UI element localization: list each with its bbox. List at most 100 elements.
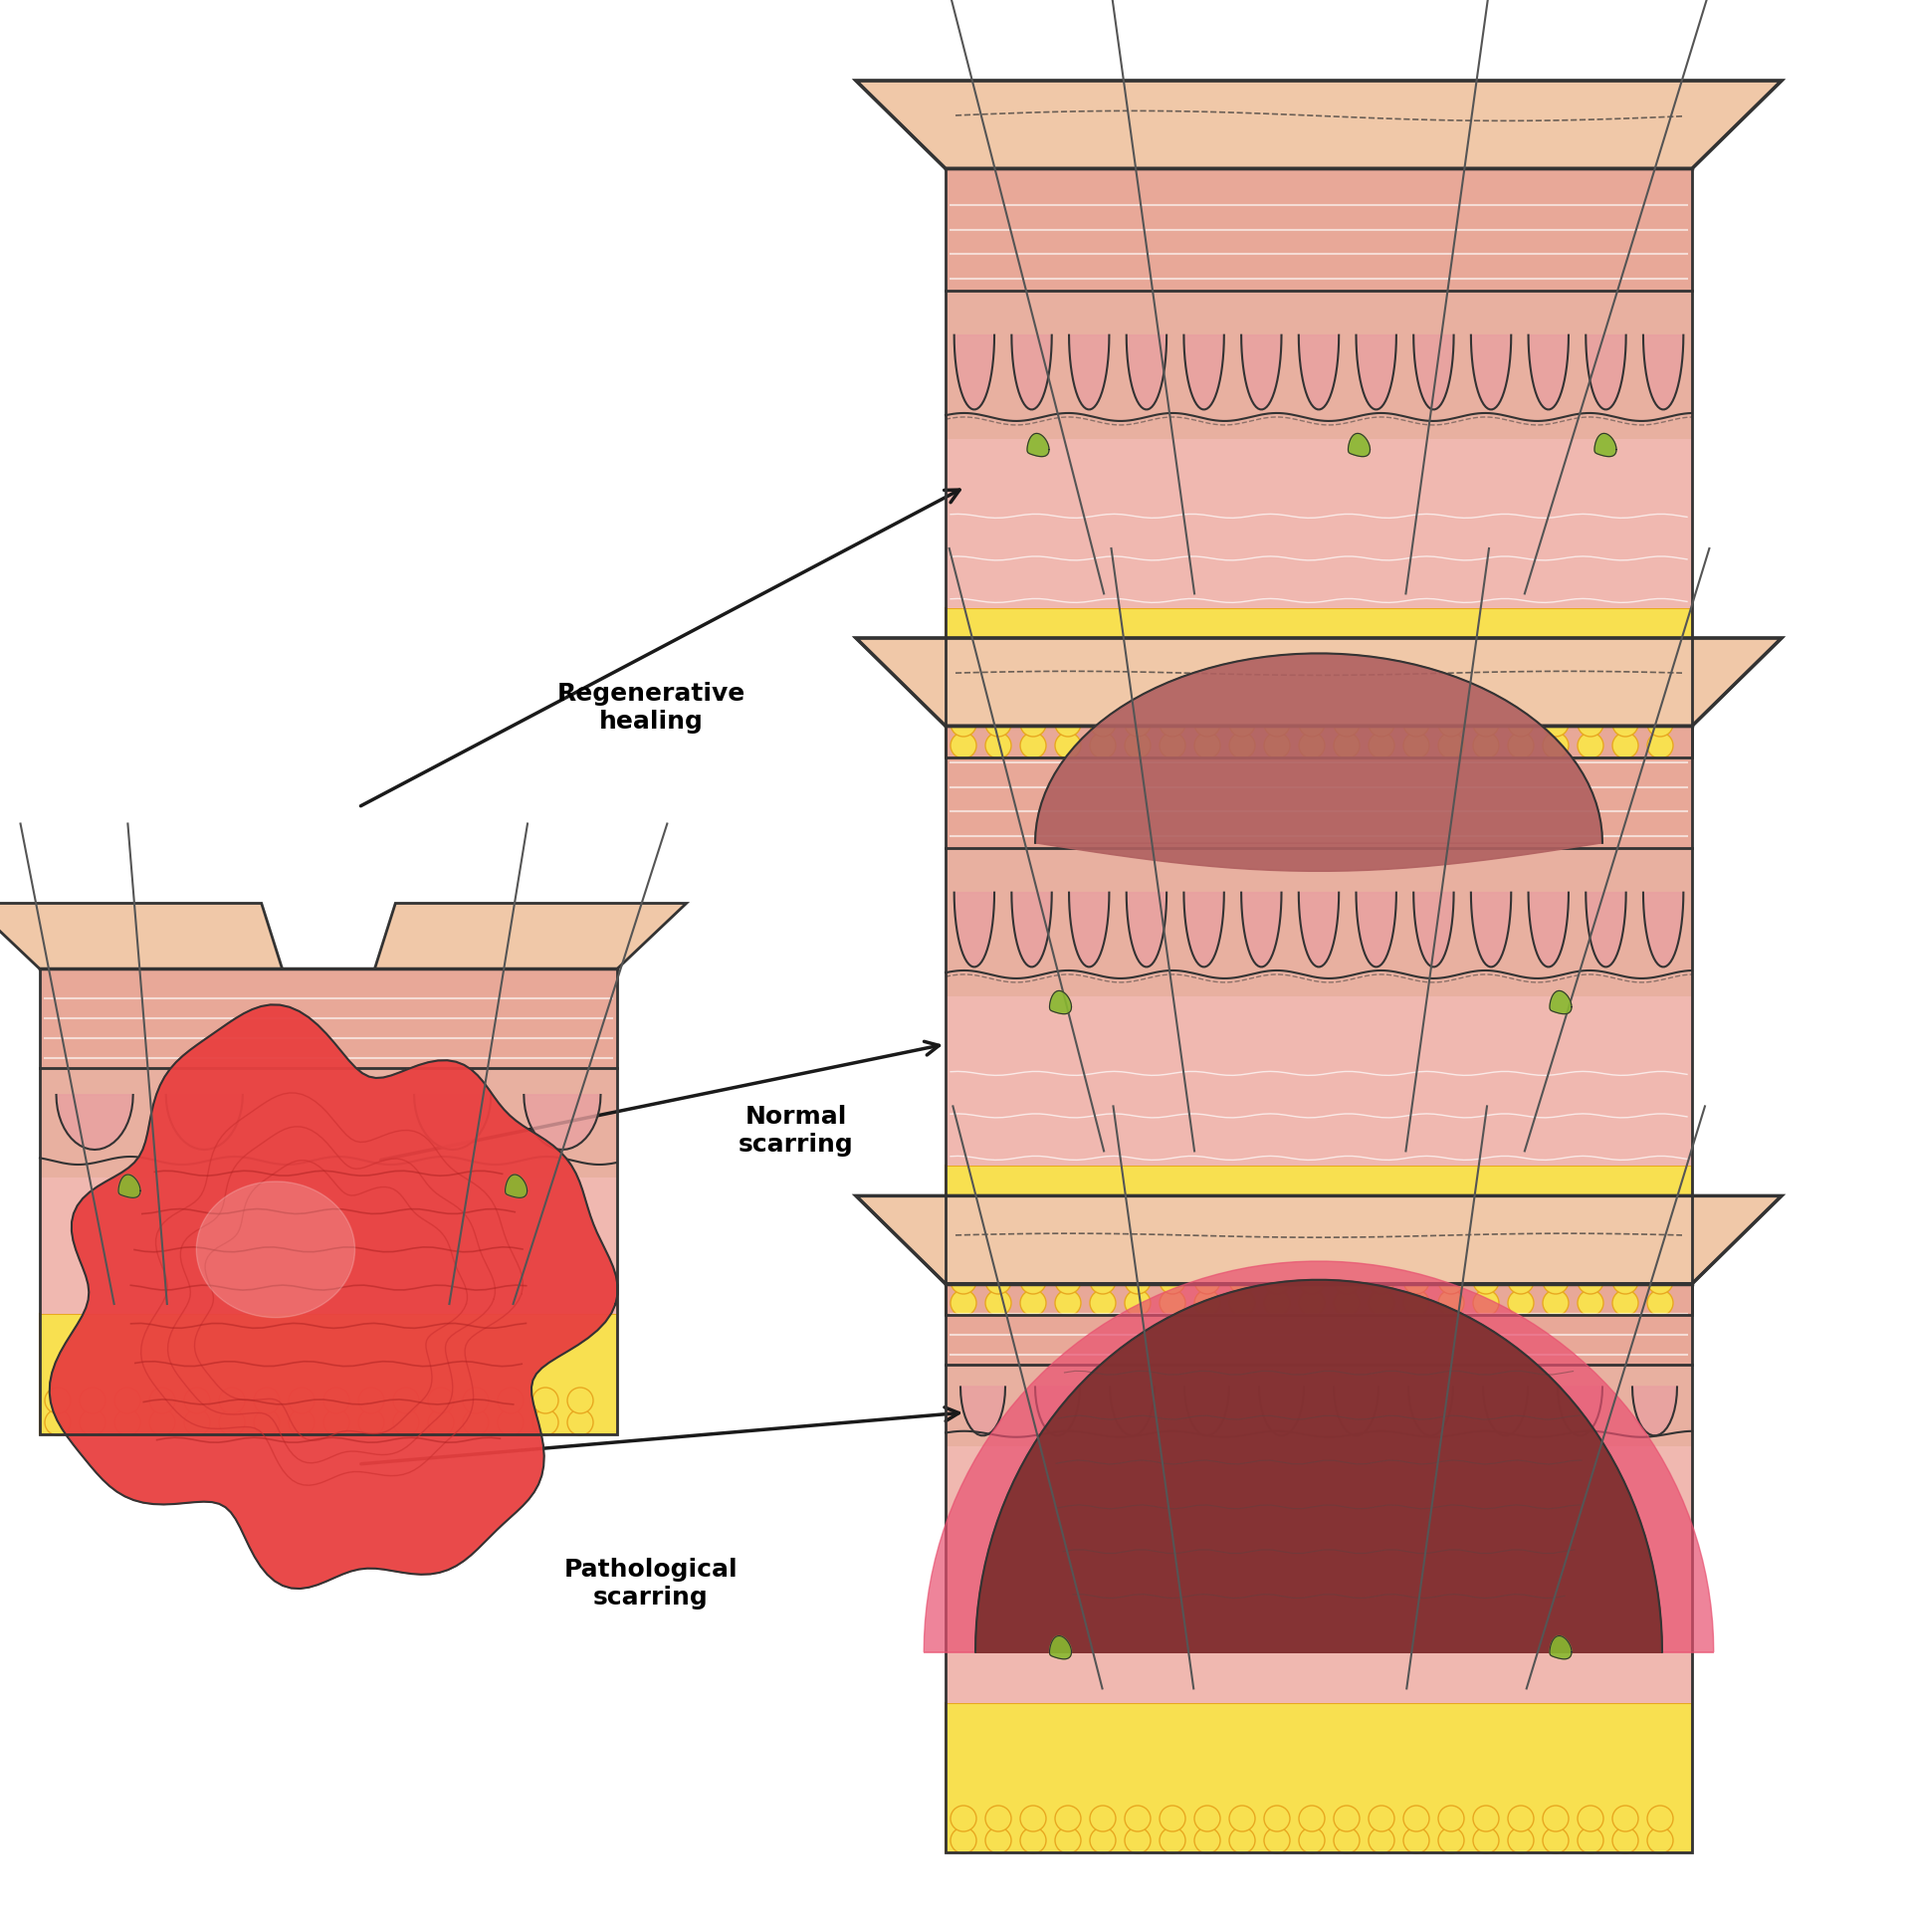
Polygon shape xyxy=(1036,1387,1080,1435)
Polygon shape xyxy=(960,1387,1006,1435)
Polygon shape xyxy=(197,1182,355,1318)
Bar xyxy=(946,290,1692,439)
Circle shape xyxy=(1263,1267,1290,1294)
Circle shape xyxy=(1473,1828,1500,1853)
Polygon shape xyxy=(975,1279,1662,1652)
Circle shape xyxy=(1647,732,1673,759)
Bar xyxy=(946,997,1692,1167)
Circle shape xyxy=(324,1410,349,1435)
Polygon shape xyxy=(1242,334,1282,410)
Circle shape xyxy=(1089,1267,1116,1294)
Polygon shape xyxy=(857,638,1782,726)
Circle shape xyxy=(1612,711,1639,736)
Circle shape xyxy=(464,1387,488,1414)
Circle shape xyxy=(1194,1828,1221,1853)
Circle shape xyxy=(1439,1828,1463,1853)
Polygon shape xyxy=(1068,893,1109,966)
Circle shape xyxy=(1160,1828,1185,1853)
Circle shape xyxy=(1334,1267,1360,1294)
Circle shape xyxy=(149,1387,176,1414)
Polygon shape xyxy=(55,1095,134,1150)
Circle shape xyxy=(1647,1291,1673,1316)
Circle shape xyxy=(1160,1291,1185,1316)
Polygon shape xyxy=(1011,893,1051,966)
Bar xyxy=(946,1704,1692,1853)
Circle shape xyxy=(1055,711,1082,736)
Polygon shape xyxy=(1528,334,1568,410)
Circle shape xyxy=(1473,1291,1500,1316)
Circle shape xyxy=(1194,1291,1221,1316)
Circle shape xyxy=(1229,711,1255,736)
Polygon shape xyxy=(1414,334,1454,410)
Circle shape xyxy=(219,1387,244,1414)
Polygon shape xyxy=(1110,1387,1154,1435)
Polygon shape xyxy=(1049,991,1072,1014)
Circle shape xyxy=(1229,1267,1255,1294)
Circle shape xyxy=(80,1387,105,1414)
Circle shape xyxy=(985,732,1011,759)
Circle shape xyxy=(1368,1806,1395,1832)
Bar xyxy=(946,1366,1692,1447)
Bar xyxy=(946,1167,1692,1316)
Polygon shape xyxy=(414,1095,490,1150)
Circle shape xyxy=(1124,711,1151,736)
Circle shape xyxy=(1473,1267,1500,1294)
Circle shape xyxy=(1507,711,1534,736)
Text: Normal
scarring: Normal scarring xyxy=(738,1105,855,1157)
Polygon shape xyxy=(1586,893,1626,966)
Polygon shape xyxy=(1528,893,1568,966)
Circle shape xyxy=(1334,732,1360,759)
Circle shape xyxy=(1055,732,1082,759)
Text: Pathological
scarring: Pathological scarring xyxy=(565,1557,738,1609)
Circle shape xyxy=(1160,1267,1185,1294)
Circle shape xyxy=(1263,1291,1290,1316)
Circle shape xyxy=(1229,1828,1255,1853)
Polygon shape xyxy=(1027,433,1049,456)
Circle shape xyxy=(1124,1267,1151,1294)
Circle shape xyxy=(288,1410,315,1435)
Circle shape xyxy=(1055,1267,1082,1294)
Circle shape xyxy=(1612,1267,1639,1294)
Polygon shape xyxy=(1471,893,1511,966)
Polygon shape xyxy=(857,81,1782,168)
Circle shape xyxy=(1578,732,1603,759)
Circle shape xyxy=(1473,711,1500,736)
Bar xyxy=(946,439,1692,609)
Polygon shape xyxy=(1643,334,1683,410)
Polygon shape xyxy=(1414,893,1454,966)
Circle shape xyxy=(185,1387,210,1414)
Polygon shape xyxy=(954,893,994,966)
Circle shape xyxy=(1612,1291,1639,1316)
Circle shape xyxy=(1507,1828,1534,1853)
Circle shape xyxy=(1021,1828,1046,1853)
Polygon shape xyxy=(50,1005,618,1588)
Circle shape xyxy=(532,1387,559,1414)
Circle shape xyxy=(1544,1828,1568,1853)
Circle shape xyxy=(985,1828,1011,1853)
Circle shape xyxy=(185,1410,210,1435)
Circle shape xyxy=(1612,1828,1639,1853)
Circle shape xyxy=(1544,1267,1568,1294)
Circle shape xyxy=(1229,1806,1255,1832)
Circle shape xyxy=(1439,711,1463,736)
Circle shape xyxy=(1404,1828,1429,1853)
Circle shape xyxy=(1612,1806,1639,1832)
Polygon shape xyxy=(1036,653,1603,871)
Circle shape xyxy=(80,1410,105,1435)
Polygon shape xyxy=(1483,1387,1528,1435)
Circle shape xyxy=(254,1410,280,1435)
Circle shape xyxy=(1263,1806,1290,1832)
Polygon shape xyxy=(1408,1387,1454,1435)
Circle shape xyxy=(1334,1806,1360,1832)
Circle shape xyxy=(324,1387,349,1414)
Polygon shape xyxy=(954,334,994,410)
Circle shape xyxy=(1578,1828,1603,1853)
Circle shape xyxy=(985,1806,1011,1832)
Circle shape xyxy=(1404,1267,1429,1294)
Circle shape xyxy=(1647,1806,1673,1832)
Circle shape xyxy=(427,1387,454,1414)
Circle shape xyxy=(1299,1267,1324,1294)
Circle shape xyxy=(114,1410,141,1435)
Polygon shape xyxy=(1049,1636,1072,1660)
Circle shape xyxy=(985,711,1011,736)
